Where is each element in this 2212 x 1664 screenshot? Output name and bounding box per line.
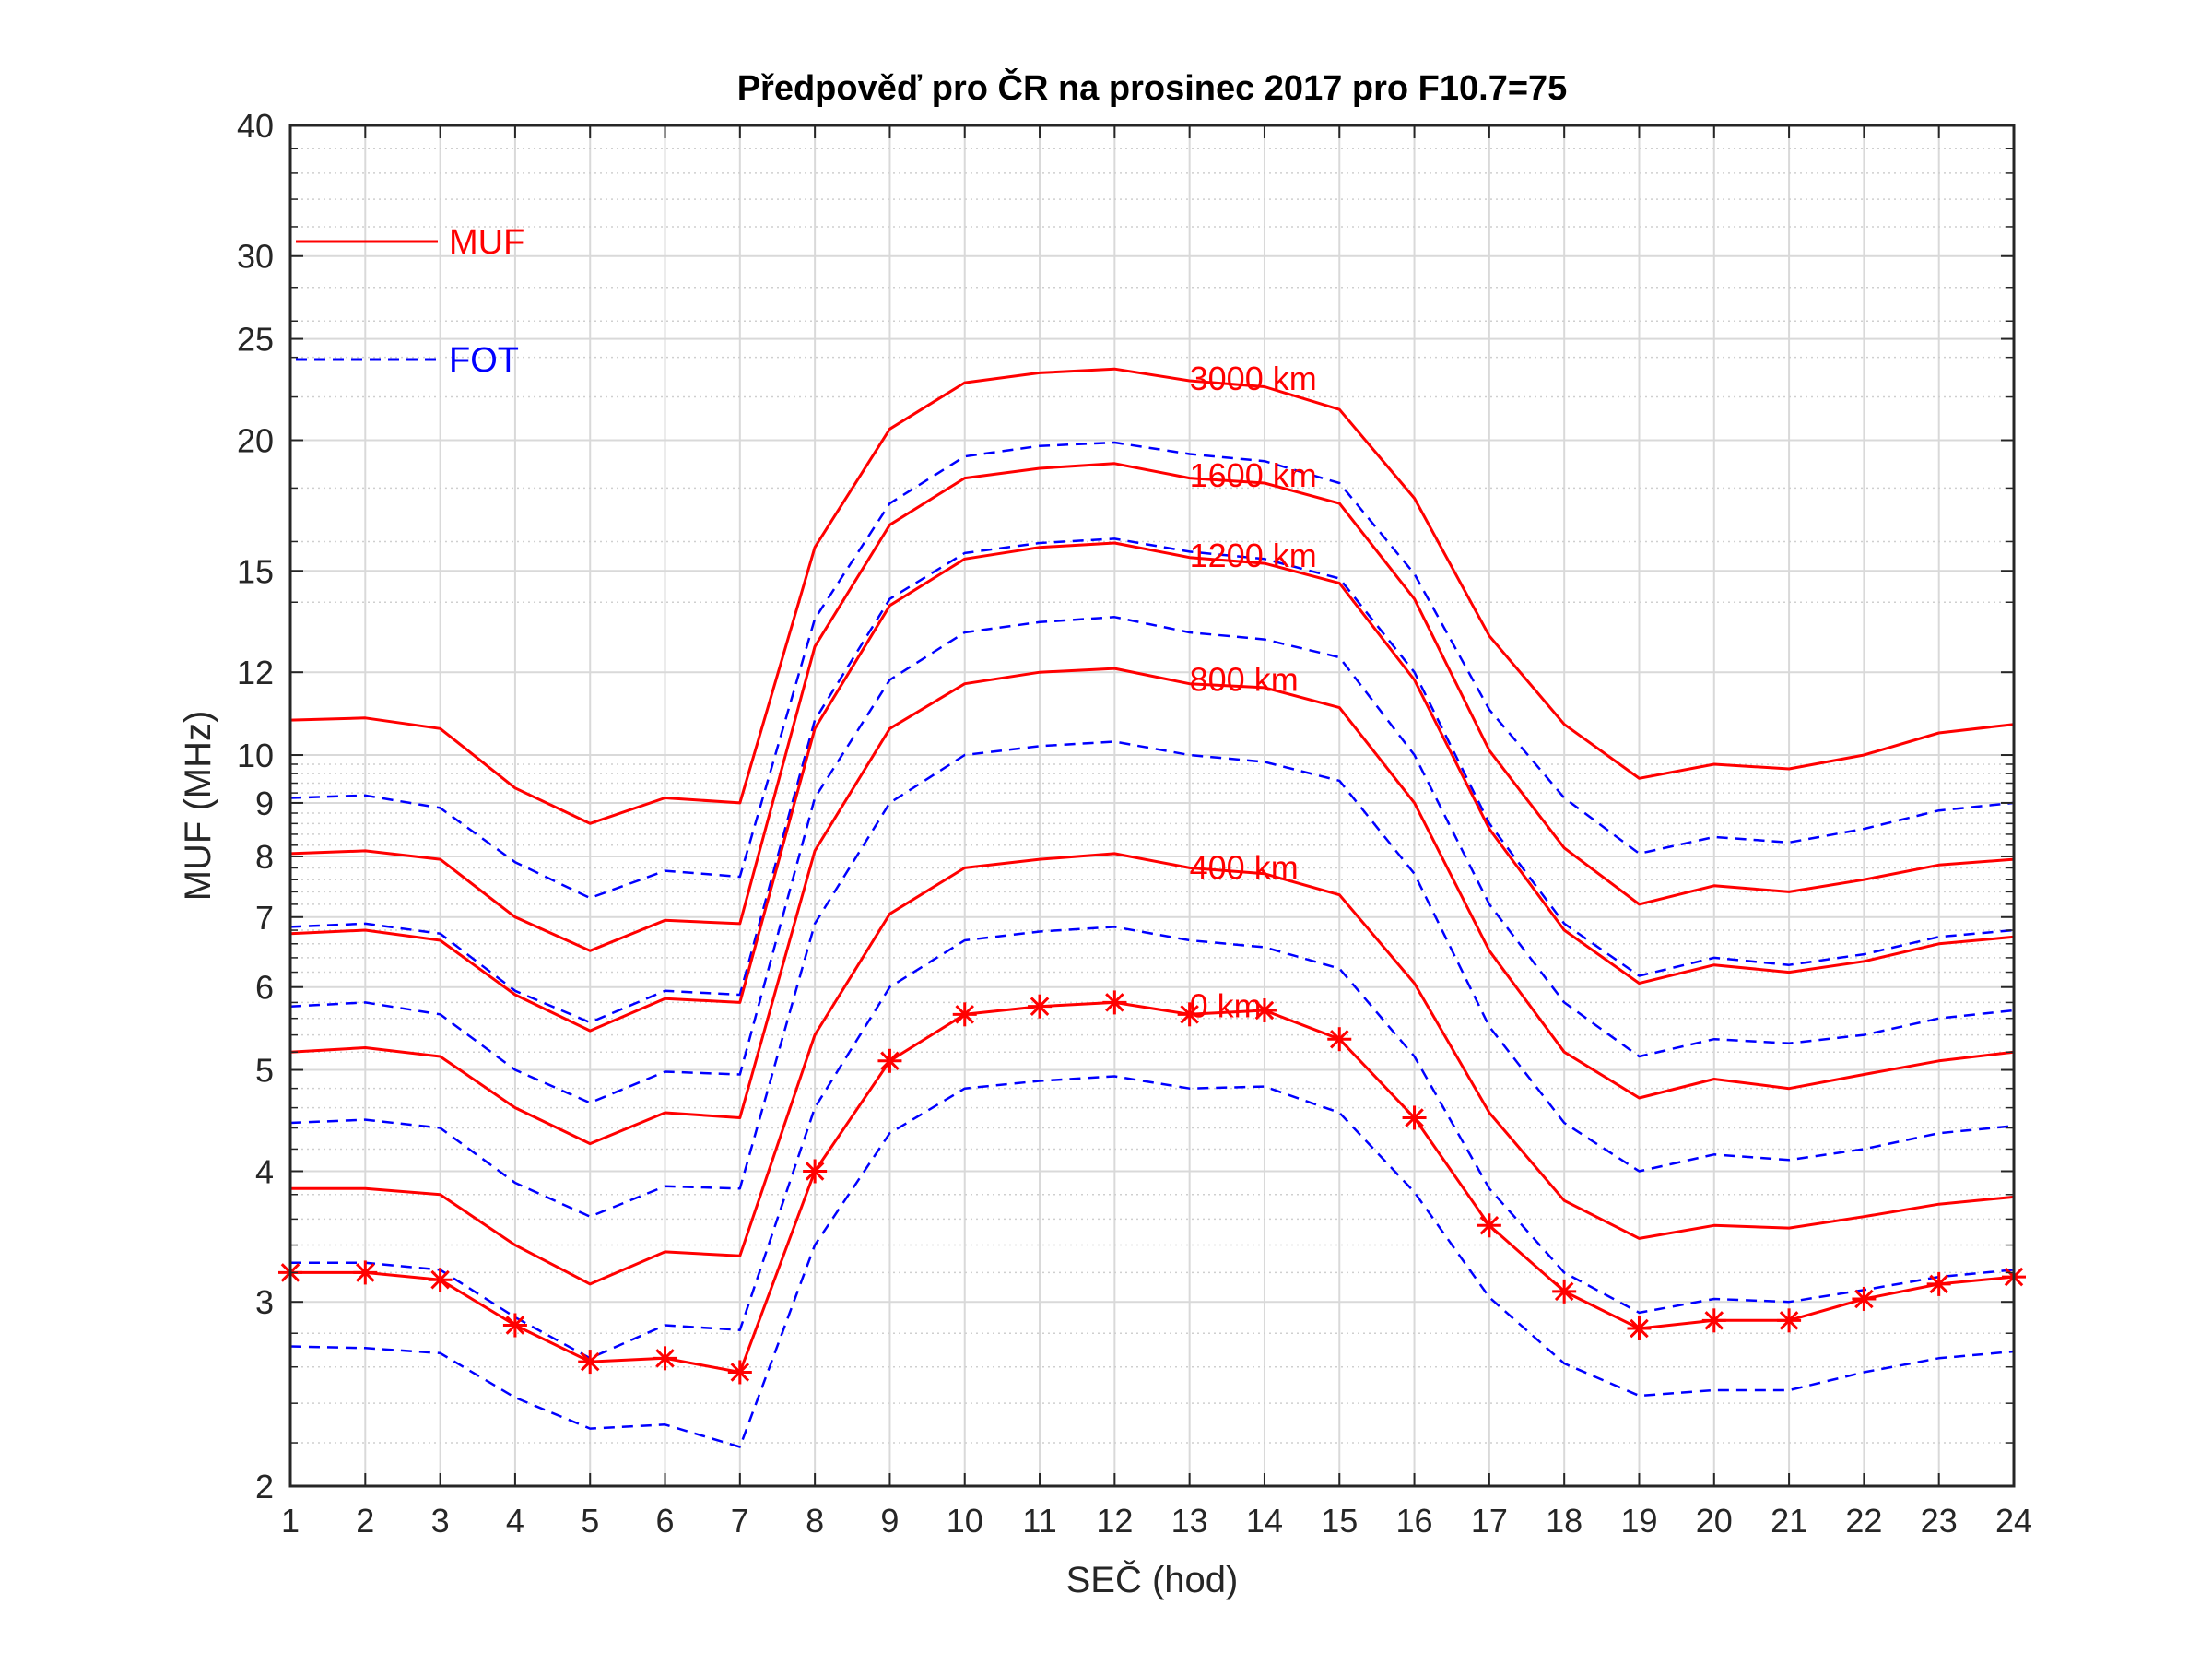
legend-label-fot: FOT — [449, 341, 519, 380]
x-tick-label: 24 — [1995, 1502, 2032, 1540]
y-tick-label: 7 — [255, 899, 274, 937]
distance-label: 0 km — [1190, 987, 1262, 1025]
data-point-marker — [877, 1048, 902, 1073]
data-point-marker — [803, 1159, 828, 1184]
x-axis-label: SEČ (hod) — [1066, 1559, 1239, 1600]
data-point-marker — [1552, 1279, 1577, 1304]
axis-ticks: 1 2 3 4 5 6 7 8 9 10 11 12 13 14 15 16 17 18 19 20 21 22 23 242… — [237, 107, 2032, 1540]
data-point-marker — [502, 1313, 527, 1338]
y-tick-label: 4 — [255, 1152, 274, 1190]
y-tick-label: 5 — [255, 1052, 274, 1090]
chart-title: Předpověď pro ČR na prosinec 2017 pro F1… — [737, 66, 1568, 108]
y-tick-label: 6 — [255, 969, 274, 1007]
data-point-marker — [1627, 1316, 1652, 1340]
distance-label: 400 km — [1190, 848, 1299, 886]
y-tick-label: 40 — [237, 107, 274, 145]
y-axis-label: MUF (MHz) — [178, 711, 218, 902]
data-point-marker — [428, 1268, 453, 1292]
series-line-1200-km-muf — [289, 541, 2015, 1033]
series-line-0-km-fot — [289, 1075, 2015, 1448]
data-point-marker — [1701, 1308, 1726, 1333]
y-tick-label: 3 — [255, 1283, 274, 1321]
plot-frame — [288, 124, 2016, 1488]
series-line-1600-km-fot — [289, 537, 2015, 1024]
distance-label: 1600 km — [1190, 456, 1317, 494]
y-tick-label: 12 — [237, 654, 274, 691]
data-point-marker — [1327, 1027, 1352, 1052]
series-line-1200-km-fot — [289, 616, 2015, 1104]
series-line-0-km-muf — [290, 1000, 2015, 1374]
data-point-marker — [1926, 1271, 1951, 1296]
x-tick-label: 20 — [1696, 1502, 1733, 1540]
x-tick-label: 9 — [880, 1502, 899, 1540]
distance-label: 1200 km — [1190, 537, 1317, 574]
distance-label: 800 km — [1190, 660, 1299, 698]
x-tick-label: 18 — [1546, 1502, 1583, 1540]
data-point-marker — [653, 1346, 677, 1371]
y-tick-label: 9 — [255, 785, 274, 822]
x-tick-label: 2 — [356, 1502, 374, 1540]
x-tick-label: 7 — [731, 1502, 749, 1540]
x-tick-label: 22 — [1845, 1502, 1882, 1540]
x-tick-label: 3 — [431, 1502, 450, 1540]
x-tick-label: 14 — [1246, 1502, 1283, 1540]
data-point-marker — [1777, 1308, 1802, 1333]
x-tick-label: 12 — [1096, 1502, 1133, 1540]
y-tick-label: 30 — [237, 238, 274, 276]
series-line-1600-km-muf — [289, 462, 2015, 952]
x-tick-label: 23 — [1921, 1502, 1958, 1540]
y-tick-label: 8 — [255, 838, 274, 876]
x-tick-label: 6 — [656, 1502, 675, 1540]
y-tick-label: 20 — [237, 422, 274, 460]
data-point-marker — [952, 1002, 977, 1027]
data-point-marker — [353, 1260, 378, 1285]
x-tick-label: 13 — [1171, 1502, 1208, 1540]
x-tick-label: 4 — [506, 1502, 524, 1540]
x-tick-label: 21 — [1771, 1502, 1807, 1540]
x-tick-label: 8 — [806, 1502, 824, 1540]
x-tick-label: 17 — [1471, 1502, 1508, 1540]
y-tick-label: 2 — [255, 1468, 274, 1505]
y-tick-label: 10 — [237, 737, 274, 774]
x-tick-label: 16 — [1396, 1502, 1433, 1540]
data-point-marker — [1852, 1286, 1877, 1311]
data-point-marker — [578, 1350, 603, 1375]
data-point-marker — [1252, 997, 1277, 1022]
series-layer — [278, 367, 2026, 1448]
data-point-marker — [1477, 1213, 1501, 1238]
y-tick-label: 25 — [237, 321, 274, 359]
x-tick-label: 15 — [1321, 1502, 1358, 1540]
x-tick-label: 1 — [281, 1502, 300, 1540]
data-point-marker — [1102, 990, 1127, 1015]
x-tick-label: 10 — [947, 1502, 983, 1540]
distance-label: 3000 km — [1190, 360, 1317, 397]
data-point-marker — [1177, 1002, 1202, 1027]
data-point-marker — [1402, 1105, 1427, 1130]
series-line-400-km-fot — [290, 926, 2015, 1360]
data-point-marker — [727, 1360, 752, 1385]
series-line-800-km-fot — [289, 740, 2015, 1218]
y-tick-label: 15 — [237, 552, 274, 590]
x-tick-label: 11 — [1022, 1502, 1056, 1540]
series-line-800-km-muf — [289, 667, 2015, 1146]
series-line-400-km-muf — [290, 852, 2015, 1286]
series-line-3000-km-muf — [289, 367, 2015, 825]
x-tick-label: 19 — [1620, 1502, 1657, 1540]
distance-annotations: 3000 km 1600 km 1200 km 800 km 400 km 0 km — [1190, 360, 1317, 1025]
series-line-3000-km-fot — [289, 441, 2015, 900]
data-point-marker — [1028, 994, 1053, 1019]
legend: MUF FOT — [296, 223, 524, 380]
x-tick-label: 5 — [581, 1502, 599, 1540]
legend-label-muf: MUF — [449, 223, 524, 262]
